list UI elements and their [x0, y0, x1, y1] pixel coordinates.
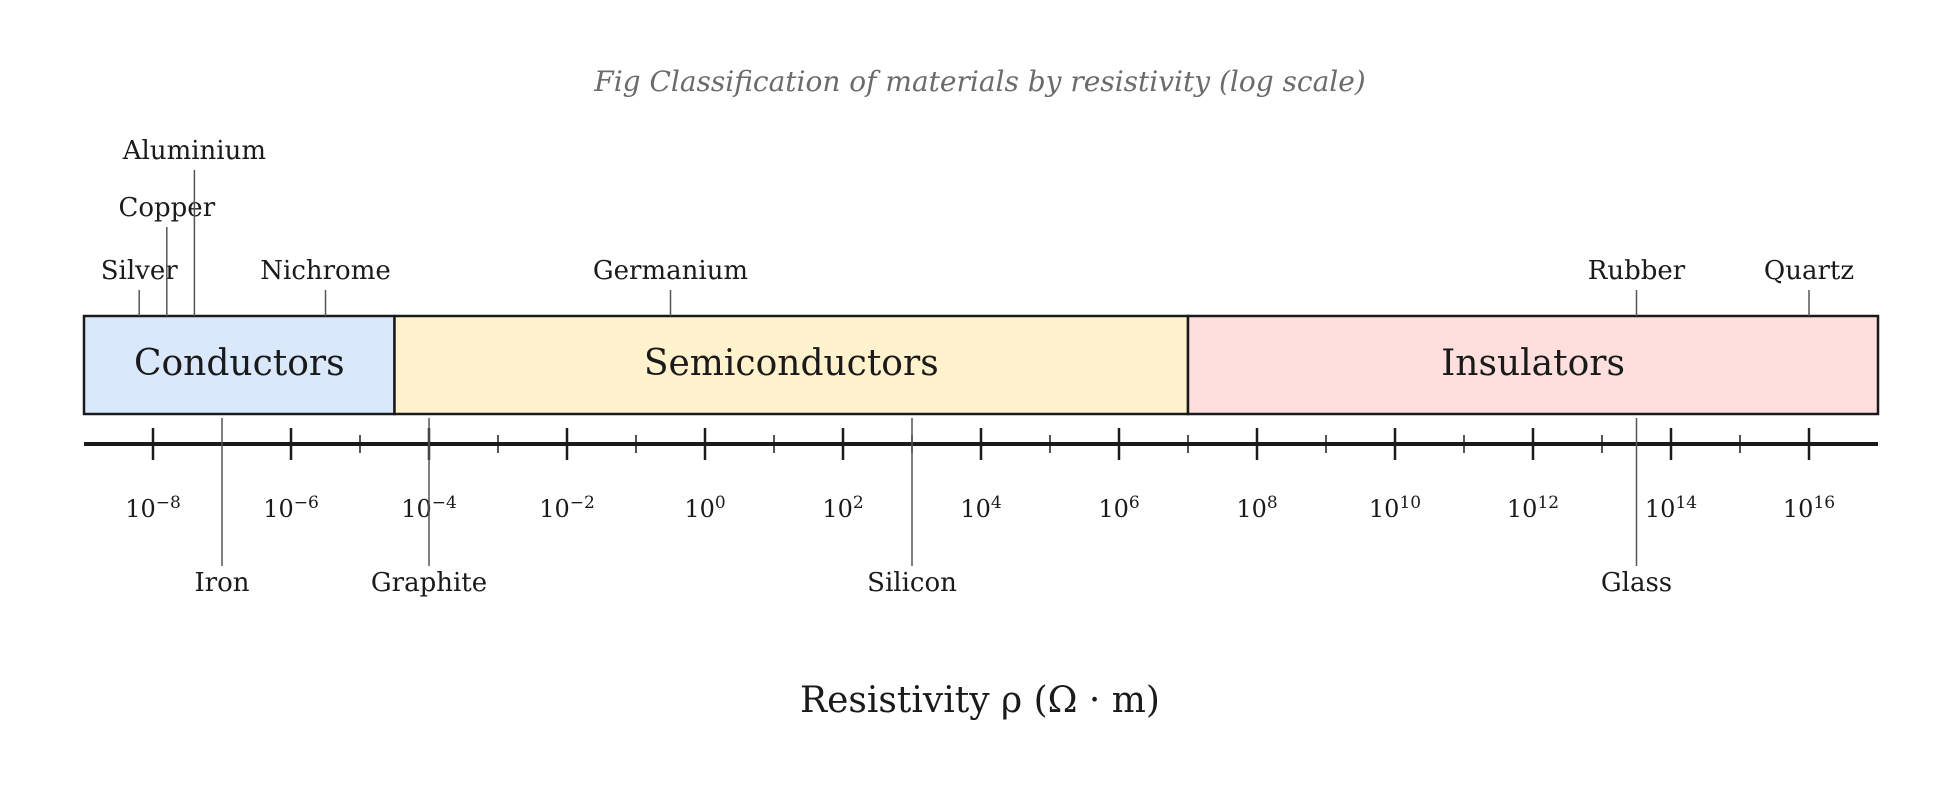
tick-label: 10−8	[125, 493, 181, 523]
material-label-aluminium: Aluminium	[122, 136, 266, 166]
tick-label: 1014	[1645, 493, 1697, 523]
band-label-conductors: Conductors	[134, 343, 345, 384]
materials-below-labels: Iron Graphite Silicon Glass	[194, 418, 1672, 598]
tick-label: 108	[1236, 493, 1277, 523]
resistivity-axis: 10−8 10−6 10−4 10−2 100 102 104 106 108 1010 1012 1…	[84, 428, 1878, 523]
band-insulators	[1186, 314, 1880, 416]
tick-label: 1016	[1783, 493, 1835, 523]
material-label-nichrome: Nichrome	[260, 256, 391, 286]
tick-label: 106	[1098, 493, 1139, 523]
tick-label: 10−4	[401, 493, 457, 523]
tick-label: 104	[960, 493, 1001, 523]
band-label-insulators: Insulators	[1441, 343, 1625, 384]
axis-title: Resistivity ρ (Ω · m)	[800, 680, 1160, 721]
tick-label: 100	[684, 493, 725, 523]
material-label-iron: Iron	[194, 568, 249, 598]
band-semiconductors	[393, 314, 1190, 416]
tick-label: 1010	[1369, 493, 1421, 523]
band-label-semiconductors: Semiconductors	[644, 343, 939, 384]
band-conductors	[82, 314, 396, 416]
tick-label: 10−2	[539, 493, 595, 523]
material-bands: Conductors Semiconductors Insulators	[82, 314, 1880, 416]
material-label-graphite: Graphite	[371, 568, 487, 598]
figure-title: Fig Classification of materials by resis…	[593, 65, 1365, 98]
material-label-rubber: Rubber	[1588, 256, 1686, 286]
material-label-germanium: Germanium	[593, 256, 748, 286]
tick-label: 102	[822, 493, 863, 523]
material-label-glass: Glass	[1601, 568, 1672, 598]
material-label-copper: Copper	[118, 193, 215, 223]
material-label-silver: Silver	[101, 256, 179, 286]
material-label-quartz: Quartz	[1764, 256, 1854, 286]
materials-above-labels: Silver Copper Aluminium Nichrome Germanium Ru…	[101, 136, 1854, 316]
material-label-silicon: Silicon	[867, 568, 957, 598]
tick-label: 1012	[1507, 493, 1559, 523]
tick-label: 10−6	[263, 493, 319, 523]
